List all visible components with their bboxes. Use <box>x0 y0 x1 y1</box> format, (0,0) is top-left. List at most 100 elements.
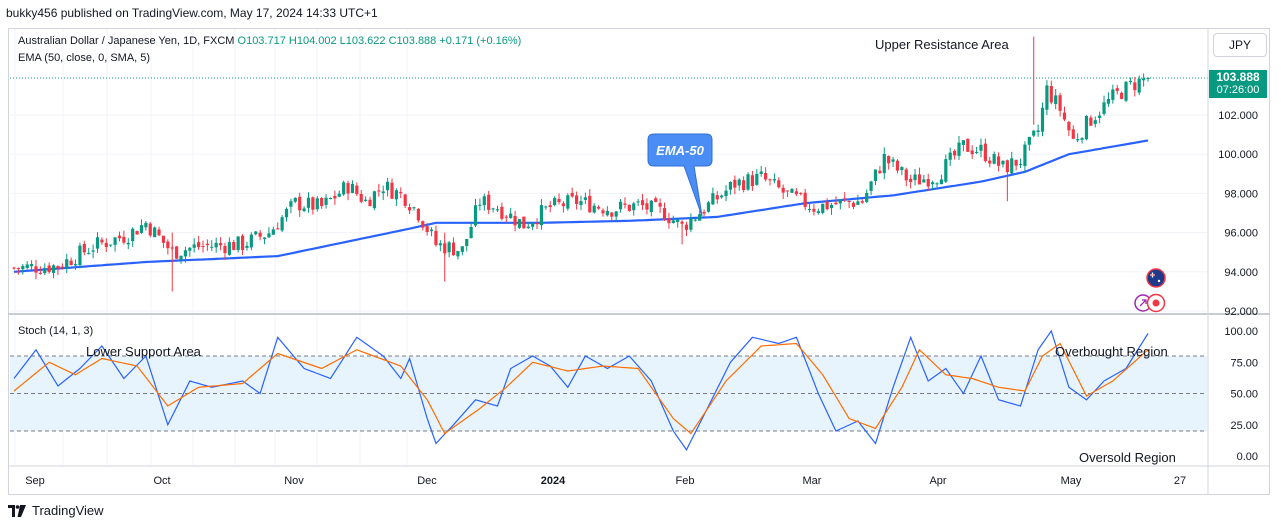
candle-body <box>706 202 711 212</box>
candle-body <box>618 201 623 210</box>
candle-body <box>676 219 680 223</box>
candle-body <box>746 174 750 190</box>
stoch-d-line <box>13 342 1149 435</box>
candle-body <box>482 196 486 206</box>
candle-body <box>1062 112 1067 120</box>
candle-body <box>592 205 596 213</box>
candle-body <box>1115 88 1119 91</box>
symbol-legend[interactable]: Australian Dollar / Japanese Yen, 1D, FX… <box>18 35 521 47</box>
candle-body <box>640 200 645 206</box>
candle-body <box>1036 130 1040 132</box>
candle-body <box>289 201 293 207</box>
candle-body <box>1023 144 1027 167</box>
stoch-legend[interactable]: Stoch (14, 1, 3) <box>18 325 94 337</box>
ema-layer <box>13 139 1149 273</box>
candle-body <box>227 242 231 255</box>
candle-body <box>658 203 662 207</box>
candle-body <box>944 159 948 182</box>
candle-body <box>750 175 755 187</box>
candle-body <box>87 252 91 254</box>
candle-body <box>671 220 675 223</box>
candle-body <box>412 207 416 209</box>
candle-body <box>1098 115 1102 118</box>
candle-body <box>157 229 161 236</box>
time-tick-label: 2024 <box>541 475 566 487</box>
candle-body <box>926 179 930 187</box>
candle-body <box>1128 80 1133 82</box>
candle-body <box>355 185 359 195</box>
candle-body <box>16 268 20 270</box>
candle-body <box>887 156 891 164</box>
candle-body <box>724 190 728 197</box>
candle-body <box>122 236 126 243</box>
price-tick-label: 98.000 <box>1224 188 1258 200</box>
candle-body <box>882 153 886 174</box>
candle-body <box>733 179 737 188</box>
candle-body <box>702 211 706 214</box>
candle-body <box>596 206 601 209</box>
candle-body <box>931 182 935 185</box>
candle-body <box>451 242 456 256</box>
candle-body <box>829 204 834 209</box>
callout-layer: EMA-50 <box>647 133 713 217</box>
candle-body <box>711 193 715 205</box>
candle-body <box>627 204 631 211</box>
candle-body <box>974 151 979 153</box>
candle-body <box>1054 95 1058 104</box>
candle-body <box>689 218 693 230</box>
candle-body <box>1027 136 1031 145</box>
candle-body <box>342 182 346 195</box>
candle-body <box>131 228 135 242</box>
candle-body <box>869 181 873 191</box>
candle-body <box>838 199 842 204</box>
stoch-tick-label: 25.00 <box>1230 420 1258 432</box>
candle-body <box>302 208 306 212</box>
stoch-tick-label: 100.00 <box>1224 326 1258 338</box>
candle-body <box>407 207 412 211</box>
candle-body <box>535 222 539 225</box>
candle-body <box>764 172 768 180</box>
australia-flag-icon[interactable] <box>1146 268 1166 288</box>
candle-body <box>47 265 51 273</box>
currency-button[interactable]: JPY <box>1213 33 1267 57</box>
overbought-label: Overbought Region <box>1055 344 1168 359</box>
candle-body <box>856 201 860 205</box>
candle-body <box>807 209 812 211</box>
candle-body <box>386 181 390 191</box>
candle-body <box>873 169 878 181</box>
candle-body <box>43 267 47 274</box>
candle-body <box>298 196 302 211</box>
candle-body <box>276 228 280 230</box>
candle-body <box>684 224 689 230</box>
candle-body <box>799 192 803 194</box>
footer-brand[interactable]: TradingView <box>8 503 104 518</box>
candle-body <box>188 247 192 251</box>
candle-body <box>781 187 785 193</box>
candle-body <box>526 226 530 229</box>
candle-body <box>183 250 188 257</box>
candle-body <box>693 219 697 221</box>
japan-flag-icon[interactable] <box>1133 293 1173 313</box>
candle-body <box>953 150 957 156</box>
candle-body <box>21 265 25 270</box>
candle-body <box>561 203 566 207</box>
candle-body <box>935 183 939 185</box>
time-tick-label: Mar <box>803 475 822 487</box>
candle-body <box>394 190 398 200</box>
ema-legend[interactable]: EMA (50, close, 0, SMA, 5) <box>18 52 151 64</box>
stoch-k-line <box>13 329 1149 451</box>
candle-body <box>12 267 16 269</box>
candle-body <box>1106 99 1111 104</box>
candle-body <box>917 174 922 185</box>
candle-body <box>293 197 297 202</box>
candle-body <box>966 138 970 152</box>
candle-body <box>434 230 438 245</box>
candle-body <box>38 272 42 274</box>
candle-body <box>109 244 113 246</box>
candle-body <box>645 203 649 210</box>
candle-body <box>588 195 592 213</box>
candle-body <box>821 203 825 213</box>
candle-body <box>794 191 798 195</box>
time-tick-label: Dec <box>417 475 437 487</box>
